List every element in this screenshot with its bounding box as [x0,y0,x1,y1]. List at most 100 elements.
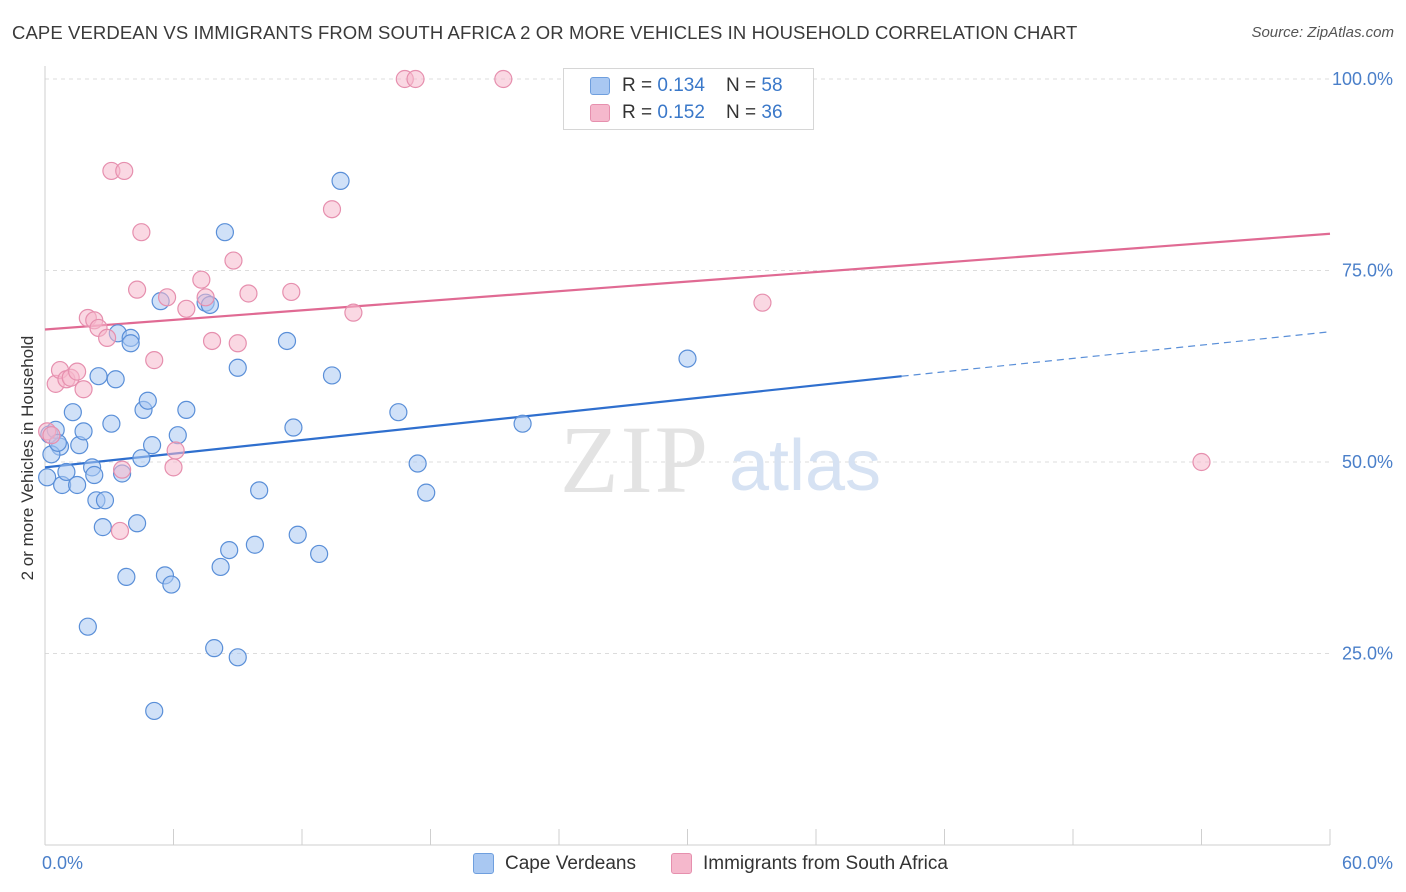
point-immigrants-south-africa [132,223,151,242]
legend-swatch-pink [590,104,610,122]
data-points [38,69,1211,721]
point-immigrants-south-africa [166,441,185,460]
point-cape-verdeans [513,414,532,433]
point-cape-verdeans [168,426,187,445]
x-tick-label: 60.0% [1342,853,1393,873]
point-immigrants-south-africa [127,280,147,299]
legend-item-label: Immigrants from South Africa [703,853,948,874]
r-label: R = [622,102,658,123]
point-immigrants-south-africa [322,200,342,219]
point-immigrants-south-africa [282,282,301,302]
point-cape-verdeans [57,462,76,482]
watermark-zip: ZIP [560,406,710,513]
point-cape-verdeans [68,475,87,495]
n-value: 36 [761,102,783,123]
legend-swatch-pink [671,853,692,874]
r-value: 0.152 [657,102,705,123]
n-label: N = [726,102,762,123]
point-cape-verdeans [38,468,57,487]
point-cape-verdeans [215,223,234,242]
point-immigrants-south-africa [228,334,247,353]
n-label: N = [726,75,762,96]
y-tick-label: 100.0% [1332,69,1393,89]
y-tick-label: 75.0% [1342,261,1393,281]
point-immigrants-south-africa [177,299,196,318]
y-tick-label: 50.0% [1342,452,1393,472]
point-cape-verdeans [63,403,82,422]
point-immigrants-south-africa [74,380,93,399]
point-immigrants-south-africa [753,293,772,312]
point-cape-verdeans [288,525,307,544]
point-cape-verdeans [284,418,303,437]
legend-swatch-blue [590,77,610,95]
legend-text: R = 0.152 N = 36 [622,102,783,124]
point-cape-verdeans [106,370,125,389]
watermark-atlas: atlas [729,426,881,506]
point-cape-verdeans [78,617,97,636]
point-immigrants-south-africa [145,351,164,370]
point-cape-verdeans [89,367,108,386]
x-tick-label: 0.0% [42,853,83,873]
point-immigrants-south-africa [1192,452,1211,472]
point-cape-verdeans [408,454,427,473]
y-tick-label: 25.0% [1342,644,1393,664]
point-immigrants-south-africa [42,426,61,445]
point-cape-verdeans [211,557,230,577]
point-immigrants-south-africa [112,460,132,479]
stats-legend: R = 0.134 N = 58 R = 0.152 N = 36 [563,68,814,130]
point-cape-verdeans [138,391,157,410]
point-immigrants-south-africa [98,328,117,348]
trend-lines [44,232,1331,469]
point-immigrants-south-africa [115,161,134,181]
legend-swatch-blue [473,853,494,874]
r-value: 0.134 [657,75,705,96]
trend-line-immigrants-south-africa [44,232,1331,331]
point-cape-verdeans [162,575,181,594]
point-cape-verdeans [74,422,93,441]
n-value: 58 [761,75,783,96]
point-cape-verdeans [95,491,115,510]
point-cape-verdeans [117,567,136,587]
point-immigrants-south-africa [110,521,130,541]
tick-labels: 25.0% 50.0% 75.0% 100.0% 0.0% 60.0% [42,69,1393,873]
legend-item-label: Cape Verdeans [505,853,636,874]
point-cape-verdeans [250,481,269,500]
point-cape-verdeans [277,331,297,351]
point-immigrants-south-africa [344,303,363,322]
point-cape-verdeans [310,544,329,564]
point-cape-verdeans [228,648,247,667]
series-legend: Cape Verdeans Immigrants from South Afri… [0,852,1406,878]
source-credit: Source: ZipAtlas.com [1251,24,1394,41]
point-immigrants-south-africa [202,331,222,351]
point-cape-verdeans [245,535,264,554]
chart-title: CAPE VERDEAN VS IMMIGRANTS FROM SOUTH AF… [12,22,1078,43]
point-cape-verdeans [678,349,697,368]
point-cape-verdeans [127,514,147,533]
point-cape-verdeans [85,465,104,485]
trend-line-cape-verdeans [44,375,902,469]
point-immigrants-south-africa [406,69,425,89]
point-cape-verdeans [228,358,247,377]
point-cape-verdeans [177,400,196,420]
legend-text: R = 0.134 N = 58 [622,75,783,97]
r-label: R = [622,75,658,96]
point-cape-verdeans [205,639,224,658]
point-immigrants-south-africa [164,458,183,477]
point-cape-verdeans [322,366,342,385]
point-immigrants-south-africa [68,362,87,381]
point-cape-verdeans [145,701,164,721]
trend-line-cape-verdeans-extension [901,331,1331,377]
point-immigrants-south-africa [239,284,258,303]
point-immigrants-south-africa [157,288,177,307]
point-cape-verdeans [389,403,408,422]
point-immigrants-south-africa [494,69,513,89]
point-cape-verdeans [220,540,239,560]
point-immigrants-south-africa [192,270,211,289]
point-immigrants-south-africa [196,288,215,307]
point-cape-verdeans [417,483,436,502]
point-cape-verdeans [331,171,350,190]
point-cape-verdeans [132,449,151,468]
point-cape-verdeans [142,436,162,455]
watermark: ZIP atlas [560,406,881,513]
